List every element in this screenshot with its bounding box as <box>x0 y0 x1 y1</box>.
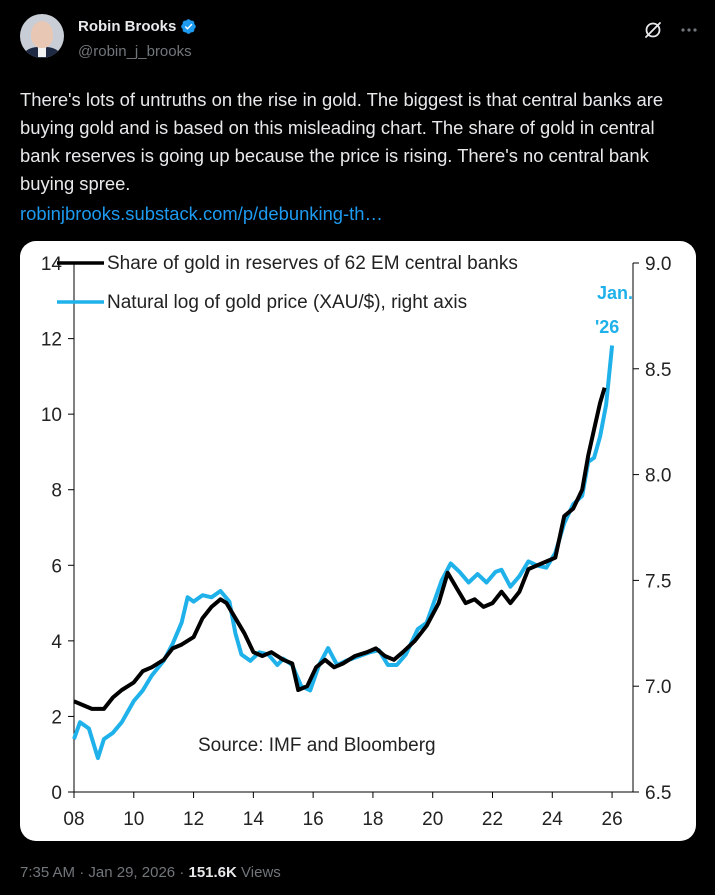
tweet-link[interactable]: robinjbrooks.substack.com/p/debunking-th… <box>20 203 383 224</box>
y-right-tick-label: 6.5 <box>645 783 671 804</box>
views-count: 151.6K <box>188 864 237 881</box>
more-options-icon[interactable] <box>679 20 699 40</box>
tweet-time[interactable]: 7:35 AM <box>20 864 76 881</box>
avatar[interactable] <box>20 14 64 58</box>
legend: Share of gold in reserves of 62 EM centr… <box>57 253 518 313</box>
y-right-tick-label: 8.0 <box>645 466 671 487</box>
x-tick-label: 16 <box>303 809 324 830</box>
y-left-tick-label: 12 <box>41 330 62 351</box>
handle[interactable]: @robin_j_brooks <box>78 43 192 60</box>
y-left-tick-label: 0 <box>51 783 62 804</box>
x-tick-label: 26 <box>602 809 623 830</box>
x-tick-label: 08 <box>63 809 84 830</box>
grok-icon[interactable] <box>643 20 663 40</box>
x-tick-label: 14 <box>243 809 265 830</box>
x-tick-label: 18 <box>362 809 383 830</box>
y-right-tick-label: 9.0 <box>645 254 671 275</box>
chart-image[interactable]: 0 2 4 6 8 10 12 14 6.5 7.0 7.5 8.0 8.5 9.0 08 10 12 14 16 1… <box>20 241 696 841</box>
y-left-tick-label: 10 <box>41 405 62 426</box>
y-left-tick-label: 8 <box>51 481 62 502</box>
y-left-tick-label: 4 <box>51 632 62 653</box>
y-left-tick-label: 14 <box>41 254 63 275</box>
tweet-meta: 7:35 AM · Jan 29, 2026 · 151.6K Views <box>20 864 281 881</box>
views-label: Views <box>241 864 281 881</box>
x-tick-label: 10 <box>123 809 144 830</box>
x-tick-label: 20 <box>422 809 443 830</box>
legend-black-label: Share of gold in reserves of 62 EM centr… <box>107 253 518 274</box>
display-name[interactable]: Robin Brooks <box>78 18 197 35</box>
tweet-date[interactable]: Jan 29, 2026 <box>88 864 176 881</box>
source-note: Source: IMF and Bloomberg <box>198 735 436 756</box>
annotation-26: '26 <box>595 317 619 337</box>
y-right-tick-label: 7.5 <box>645 571 671 592</box>
y-right-tick-label: 7.0 <box>645 677 671 698</box>
x-tick-label: 22 <box>482 809 503 830</box>
x-tick-label: 12 <box>183 809 204 830</box>
series-log-gold-price-line <box>72 345 615 761</box>
y-left-tick-label: 2 <box>51 707 62 728</box>
tweet-text: There's lots of untruths on the rise in … <box>20 89 664 194</box>
legend-blue-label: Natural log of gold price (XAU/$), right… <box>107 292 467 313</box>
y-right-tick-label: 8.5 <box>645 360 671 381</box>
series-share-of-gold-line <box>73 387 607 711</box>
display-name-text[interactable]: Robin Brooks <box>78 18 177 35</box>
y-left-tick-label: 6 <box>51 556 62 577</box>
annotation-jan: Jan. <box>597 283 633 303</box>
verified-badge-icon <box>181 19 197 34</box>
x-tick-label: 24 <box>542 809 564 830</box>
